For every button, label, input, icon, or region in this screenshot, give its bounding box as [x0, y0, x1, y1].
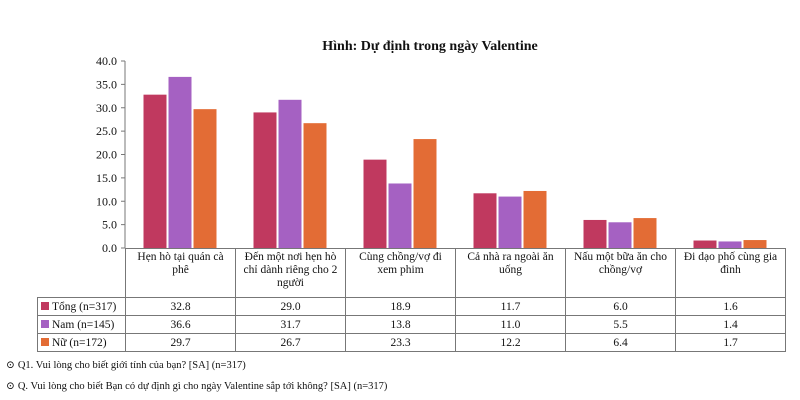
bar — [363, 159, 387, 248]
category-label: Hẹn hò tại quán cà phê — [125, 248, 236, 298]
table-corner — [37, 248, 126, 298]
y-tick-label: 40.0 — [96, 54, 117, 68]
data-label: 32.8 — [125, 297, 236, 316]
y-tick-label: 30.0 — [96, 101, 117, 115]
bar — [743, 240, 767, 248]
bars — [143, 76, 767, 249]
data-label: 11.7 — [455, 297, 566, 316]
bar — [718, 241, 742, 248]
data-label: 26.7 — [235, 333, 346, 352]
bar — [143, 94, 167, 248]
y-tick-label: 10.0 — [96, 194, 117, 208]
category-header-row: Hẹn hò tại quán cà phê Đến một nơi hẹn hò… — [37, 248, 786, 298]
category-label: Đến một nơi hẹn hò chỉ dành riêng cho 2 … — [235, 248, 346, 298]
chart-title: Hình: Dự định trong ngày Valentine — [322, 39, 538, 54]
data-table: Hẹn hò tại quán cà phê Đến một nơi hẹn hò… — [37, 248, 786, 352]
category-label: Đi dạo phố cùng gia đình — [675, 248, 786, 298]
category-label: Nấu một bữa ăn cho chồng/vợ — [565, 248, 676, 298]
y-tick-label: 15.0 — [96, 171, 117, 185]
footnote-q2: ⊙ Q. Vui lòng cho biết Bạn có dự định gì … — [6, 380, 387, 392]
data-label: 13.8 — [345, 315, 456, 334]
bar — [523, 190, 547, 248]
footnote-q1: ⊙ Q1. Vui lòng cho biết giới tính của bạn… — [6, 359, 246, 371]
bar — [388, 183, 412, 248]
data-label: 5.5 — [565, 315, 676, 334]
category-label: Cùng chồng/vợ đi xem phim — [345, 248, 456, 298]
bar — [193, 109, 217, 248]
series-label: Nam (n=145) — [37, 315, 126, 334]
legend-swatch — [41, 301, 49, 310]
bar — [498, 196, 522, 248]
y-tick-label: 20.0 — [96, 148, 117, 162]
table-row: Nữ (n=172) 29.7 26.7 23.3 12.2 6.4 1.7 — [37, 333, 786, 352]
bar — [473, 193, 497, 248]
bar — [583, 219, 607, 248]
bar — [608, 222, 632, 248]
bar — [253, 112, 277, 248]
data-label: 29.0 — [235, 297, 346, 316]
data-label: 6.0 — [565, 297, 676, 316]
data-label: 23.3 — [345, 333, 456, 352]
data-label: 18.9 — [345, 297, 456, 316]
data-label: 1.6 — [675, 297, 786, 316]
footnote-q1-text: Q1. Vui lòng cho biết giới tính của bạn?… — [17, 360, 246, 371]
data-label: 36.6 — [125, 315, 236, 334]
data-label: 29.7 — [125, 333, 236, 352]
bar — [303, 123, 327, 248]
legend-swatch — [41, 337, 49, 346]
series-name: Nam (n=145) — [52, 318, 115, 331]
bar — [633, 218, 657, 248]
bar — [693, 240, 717, 248]
legend-swatch — [41, 319, 49, 328]
y-axis: 0.05.010.015.020.025.030.035.040.0 — [96, 54, 126, 255]
data-label: 1.7 — [675, 333, 786, 352]
bar — [168, 76, 192, 249]
y-tick-label: 35.0 — [96, 77, 117, 91]
data-label: 31.7 — [235, 315, 346, 334]
series-name: Tổng (n=317) — [52, 300, 117, 313]
bar — [278, 99, 302, 249]
y-tick-label: 25.0 — [96, 124, 117, 138]
circled-dot-icon: ⊙ — [6, 381, 15, 392]
y-tick-label: 5.0 — [102, 218, 117, 232]
data-label: 6.4 — [565, 333, 676, 352]
series-label: Tổng (n=317) — [37, 297, 126, 316]
bar — [413, 139, 437, 248]
table-row: Tổng (n=317) 32.8 29.0 18.9 11.7 6.0 1.6 — [37, 297, 786, 316]
series-name: Nữ (n=172) — [52, 336, 107, 349]
table-row: Nam (n=145) 36.6 31.7 13.8 11.0 5.5 1.4 — [37, 315, 786, 334]
footnote-q2-text: Q. Vui lòng cho biết Bạn có dự định gì c… — [17, 381, 388, 392]
circled-dot-icon: ⊙ — [6, 360, 15, 371]
data-label: 1.4 — [675, 315, 786, 334]
series-label: Nữ (n=172) — [37, 333, 126, 352]
category-label: Cả nhà ra ngoài ăn uống — [455, 248, 566, 298]
data-label: 12.2 — [455, 333, 566, 352]
data-label: 11.0 — [455, 315, 566, 334]
